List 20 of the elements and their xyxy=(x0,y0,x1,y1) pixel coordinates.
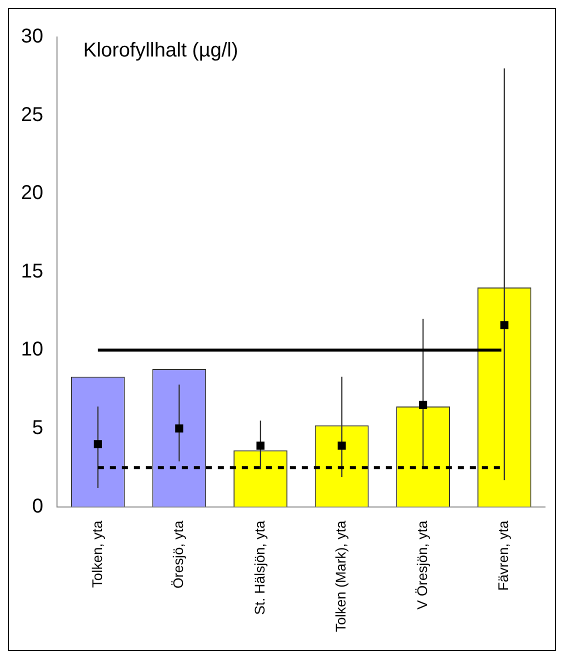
chart-title: Klorofyllhalt (µg/l) xyxy=(83,40,238,62)
point xyxy=(338,442,346,450)
y-tick-label: 30 xyxy=(20,26,44,48)
y-tick-label: 0 xyxy=(32,495,44,518)
point xyxy=(500,321,508,330)
y-tick-label: 5 xyxy=(32,416,44,439)
x-tick-label: St. Hälsjön, yta xyxy=(251,520,268,615)
point xyxy=(94,440,102,448)
point xyxy=(256,442,265,450)
x-tick-label: Tolken (Mark), yta xyxy=(332,520,349,632)
y-tick-label: 10 xyxy=(20,338,44,361)
y-tick-label: 15 xyxy=(20,260,44,282)
x-tick-label: Tolken, yta xyxy=(88,520,105,588)
point xyxy=(419,400,428,410)
x-tick-label: Fävren, yta xyxy=(495,520,512,591)
point xyxy=(175,424,184,432)
y-tick-label: 25 xyxy=(20,104,44,126)
y-tick-label: 20 xyxy=(20,182,44,204)
x-tick-label: Öresjö, yta xyxy=(170,520,186,588)
x-tick-label: V Öresjön, yta xyxy=(414,520,430,610)
